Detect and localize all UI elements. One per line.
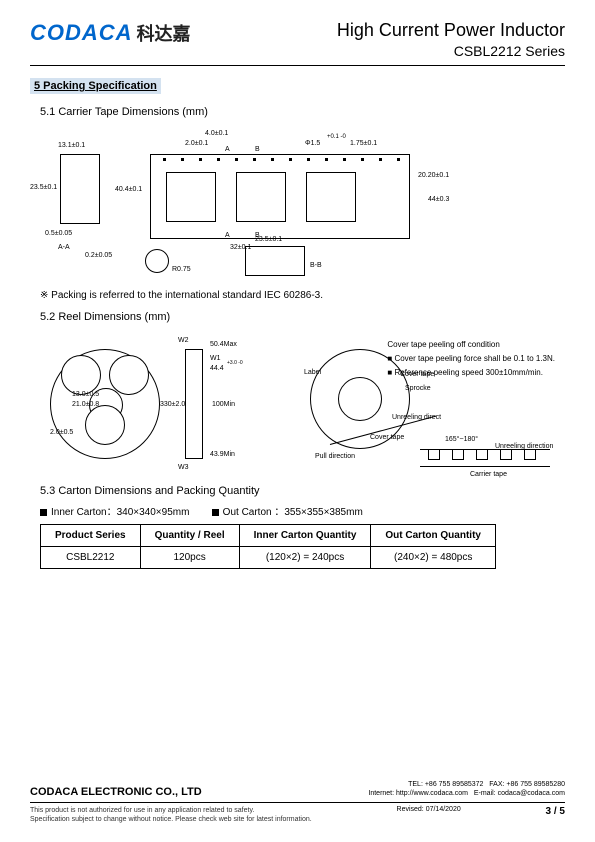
note-iec: ※ Packing is referred to the internation… [40,290,565,301]
dim-43-9: 43.9Min [210,451,235,458]
dim-4-0: 4.0±0.1 [205,130,228,137]
inner-carton-label: Inner Carton： [51,507,117,518]
logo-cn: 科达嘉 [137,24,191,44]
th-out: Out Carton Quantity [371,525,496,547]
dim-tol: +0.1 -0 [327,134,346,140]
peel-cond-title: Cover tape peeling off condition [387,339,555,350]
page-number: 3 / 5 [546,806,565,824]
reel-w3: W3 [178,464,189,471]
dim-13-1: 13.1±0.1 [58,142,85,149]
series-title: CSBL2212 Series [337,43,565,59]
page-title: High Current Power Inductor [337,20,565,41]
td-out: (240×2) = 480pcs [371,547,496,569]
peel-cond-1: ■ Cover tape peeling force shall be 0.1 … [387,353,555,364]
dim-100: 100Min [212,401,235,408]
dim-44-4: 44.4 [210,365,224,372]
dim-20-2: 20.20±0.1 [418,172,449,179]
lbl-b1: B [255,146,260,153]
reel-w1: W1 [210,355,221,362]
dim-2-0: 2.0±0.1 [185,140,208,147]
section-53-head: 5.3 Carton Dimensions and Packing Quanti… [40,485,565,497]
label-bb: B-B [310,262,322,269]
lbl-label: Label [304,369,321,376]
dim-40-4: 40.4±0.1 [115,186,142,193]
th-product: Product Series [41,525,141,547]
dim-44: 44±0.3 [428,196,449,203]
td-inner: (120×2) = 240pcs [239,547,371,569]
label-aa: A-A [58,244,70,251]
th-inner: Inner Carton Quantity [239,525,371,547]
dim-23-5b: 23.5±0.1 [255,236,282,243]
inner-carton-val: 340×340×95mm [117,507,190,518]
revised-date: Revised: 07/14/2020 [397,806,461,813]
section-5-head: 5 Packing Specification [30,78,161,94]
lbl-pd: Pull direction [315,453,355,460]
lbl-cover: Cover tape [400,371,434,378]
dim-13-0: 13.0±0.5 [72,391,99,398]
lbl-sprocket: Sprocke [405,385,431,392]
section-52-head: 5.2 Reel Dimensions (mm) [40,311,565,323]
dim-1-75: 1.75±0.1 [350,140,377,147]
dim-phi: Φ1.5 [305,140,320,147]
out-carton-label: Out Carton ： [223,507,285,518]
dim-23-5: 23.5±0.1 [30,184,57,191]
th-qty-reel: Quantity / Reel [140,525,239,547]
lbl-angle: 165°~180° [445,436,478,443]
disclaimer: This product is not authorized for use i… [30,806,312,824]
title-block: High Current Power Inductor CSBL2212 Ser… [337,20,565,59]
dim-21-0: 21.0±0.8 [72,401,99,408]
dim-50-4: 50.4Max [210,341,237,348]
td-qty: 120pcs [140,547,239,569]
dim-0-2: 0.2±0.05 [85,252,112,259]
reel-diagram: W2 50.4Max W1 44.4 +3.0 -0 330±2.0 100Mi… [30,329,565,479]
section-51-head: 5.1 Carrier Tape Dimensions (mm) [40,106,565,118]
reel-w2: W2 [178,337,189,344]
lbl-a1: A [225,146,230,153]
td-product: CSBL2212 [41,547,141,569]
lbl-ct: Carrier tape [470,471,507,478]
packing-table: Product Series Quantity / Reel Inner Car… [40,524,496,569]
table-row: CSBL2212 120pcs (120×2) = 240pcs (240×2)… [41,547,496,569]
contact-info: TEL: +86 755 89585372 FAX: +86 755 89585… [368,780,565,798]
dim-330: 330±2.0 [160,401,185,408]
carrier-tape-diagram: 13.1±0.1 23.5±0.1 0.5±0.05 0.2±0.05 A-A … [30,124,565,284]
header: CODACA科达嘉 High Current Power Inductor CS… [30,20,565,66]
dim-0-5: 0.5±0.05 [45,230,72,237]
dim-44-4tol: +3.0 -0 [227,361,243,366]
dim-2-0r: 2.0±0.5 [50,429,73,436]
out-carton-val: 355×355×385mm [284,507,362,518]
footer: CODACA ELECTRONIC CO., LTD TEL: +86 755 … [30,780,565,824]
logo-block: CODACA科达嘉 [30,20,191,46]
lbl-a2: A [225,232,230,239]
company-name: CODACA ELECTRONIC CO., LTD [30,786,202,798]
logo-en: CODACA [30,20,133,45]
lbl-cover2: Cover tape [370,434,404,441]
dim-r075: R0.75 [172,266,191,273]
carton-dims: Inner Carton：340×340×95mm Out Carton ：35… [40,503,555,518]
